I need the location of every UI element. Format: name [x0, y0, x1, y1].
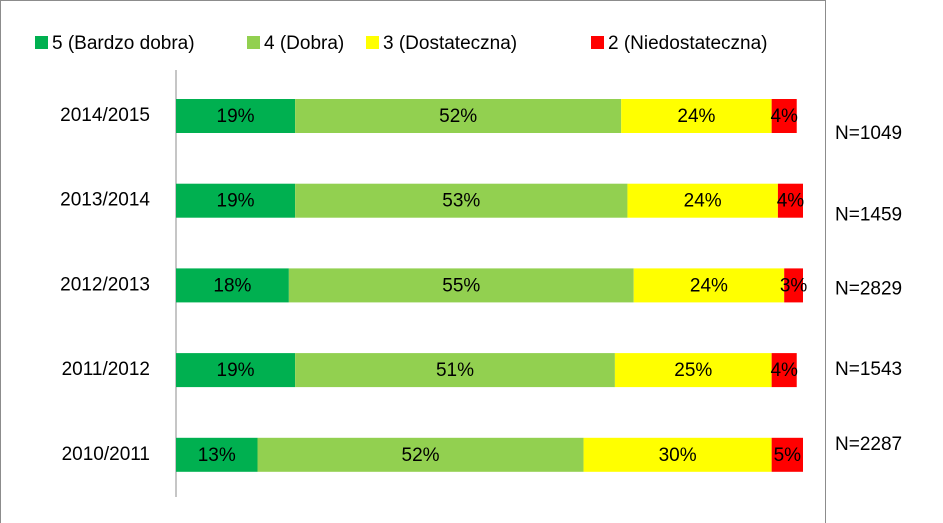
annotation: N=1459	[835, 205, 902, 226]
bar-segment	[777, 183, 803, 218]
data-label: 18%	[213, 275, 251, 296]
data-label: 13%	[198, 445, 236, 466]
data-label: 52%	[402, 445, 440, 466]
data-label: 55%	[442, 275, 480, 296]
bar-segment	[621, 99, 772, 133]
annotation: N=1543	[835, 359, 902, 380]
data-label: 3%	[780, 275, 808, 296]
bar-segment	[633, 268, 785, 303]
bar-segment	[176, 353, 296, 388]
data-label: 5%	[774, 445, 802, 466]
annotation: N=1049	[835, 123, 902, 144]
y-tick-label: 2011/2012	[62, 359, 150, 380]
data-label: 24%	[677, 106, 715, 127]
chart-frame	[0, 0, 826, 523]
data-label: 24%	[684, 191, 722, 212]
bar-segment	[288, 268, 634, 303]
bar-segment	[176, 437, 258, 472]
bar-segment	[176, 183, 296, 218]
data-label: 25%	[674, 360, 712, 381]
legend-swatch	[247, 36, 260, 49]
bar-segment	[784, 268, 803, 303]
bar-segment	[614, 353, 772, 388]
legend-swatch	[591, 36, 604, 49]
data-label: 4%	[770, 360, 798, 381]
data-label: 19%	[217, 106, 255, 127]
bar-segment	[583, 437, 772, 472]
data-label: 52%	[439, 106, 477, 127]
bar-segment	[257, 437, 584, 472]
legend-label: 4 (Dobra)	[264, 33, 344, 54]
bar-segment	[295, 183, 628, 218]
bar-segment	[295, 99, 622, 133]
y-tick-label: 2013/2014	[60, 190, 150, 211]
annotation: N=2287	[835, 434, 902, 455]
legend-label: 2 (Niedostateczna)	[608, 33, 767, 54]
y-tick-label: 2014/2015	[60, 105, 150, 126]
data-label: 4%	[770, 106, 798, 127]
legend-swatch	[35, 36, 48, 49]
bar-segment	[771, 437, 803, 472]
bar-segment	[295, 353, 615, 388]
bar-segment	[771, 353, 797, 388]
data-label: 19%	[217, 191, 255, 212]
y-tick-label: 2010/2011	[62, 444, 150, 465]
bar-segment	[627, 183, 778, 218]
data-label: 51%	[436, 360, 474, 381]
data-label: 53%	[442, 191, 480, 212]
legend-swatch	[366, 36, 379, 49]
data-label: 30%	[659, 445, 697, 466]
data-label: 4%	[777, 191, 805, 212]
bar-segment	[176, 268, 289, 303]
legend-label: 5 (Bardzo dobra)	[52, 33, 195, 54]
legend-label: 3 (Dostateczna)	[383, 33, 517, 54]
bar-segment	[176, 99, 296, 133]
y-tick-label: 2012/2013	[60, 274, 150, 295]
annotation: N=2829	[835, 278, 902, 299]
bar-segment	[771, 99, 797, 133]
data-label: 19%	[217, 360, 255, 381]
data-label: 24%	[690, 275, 728, 296]
